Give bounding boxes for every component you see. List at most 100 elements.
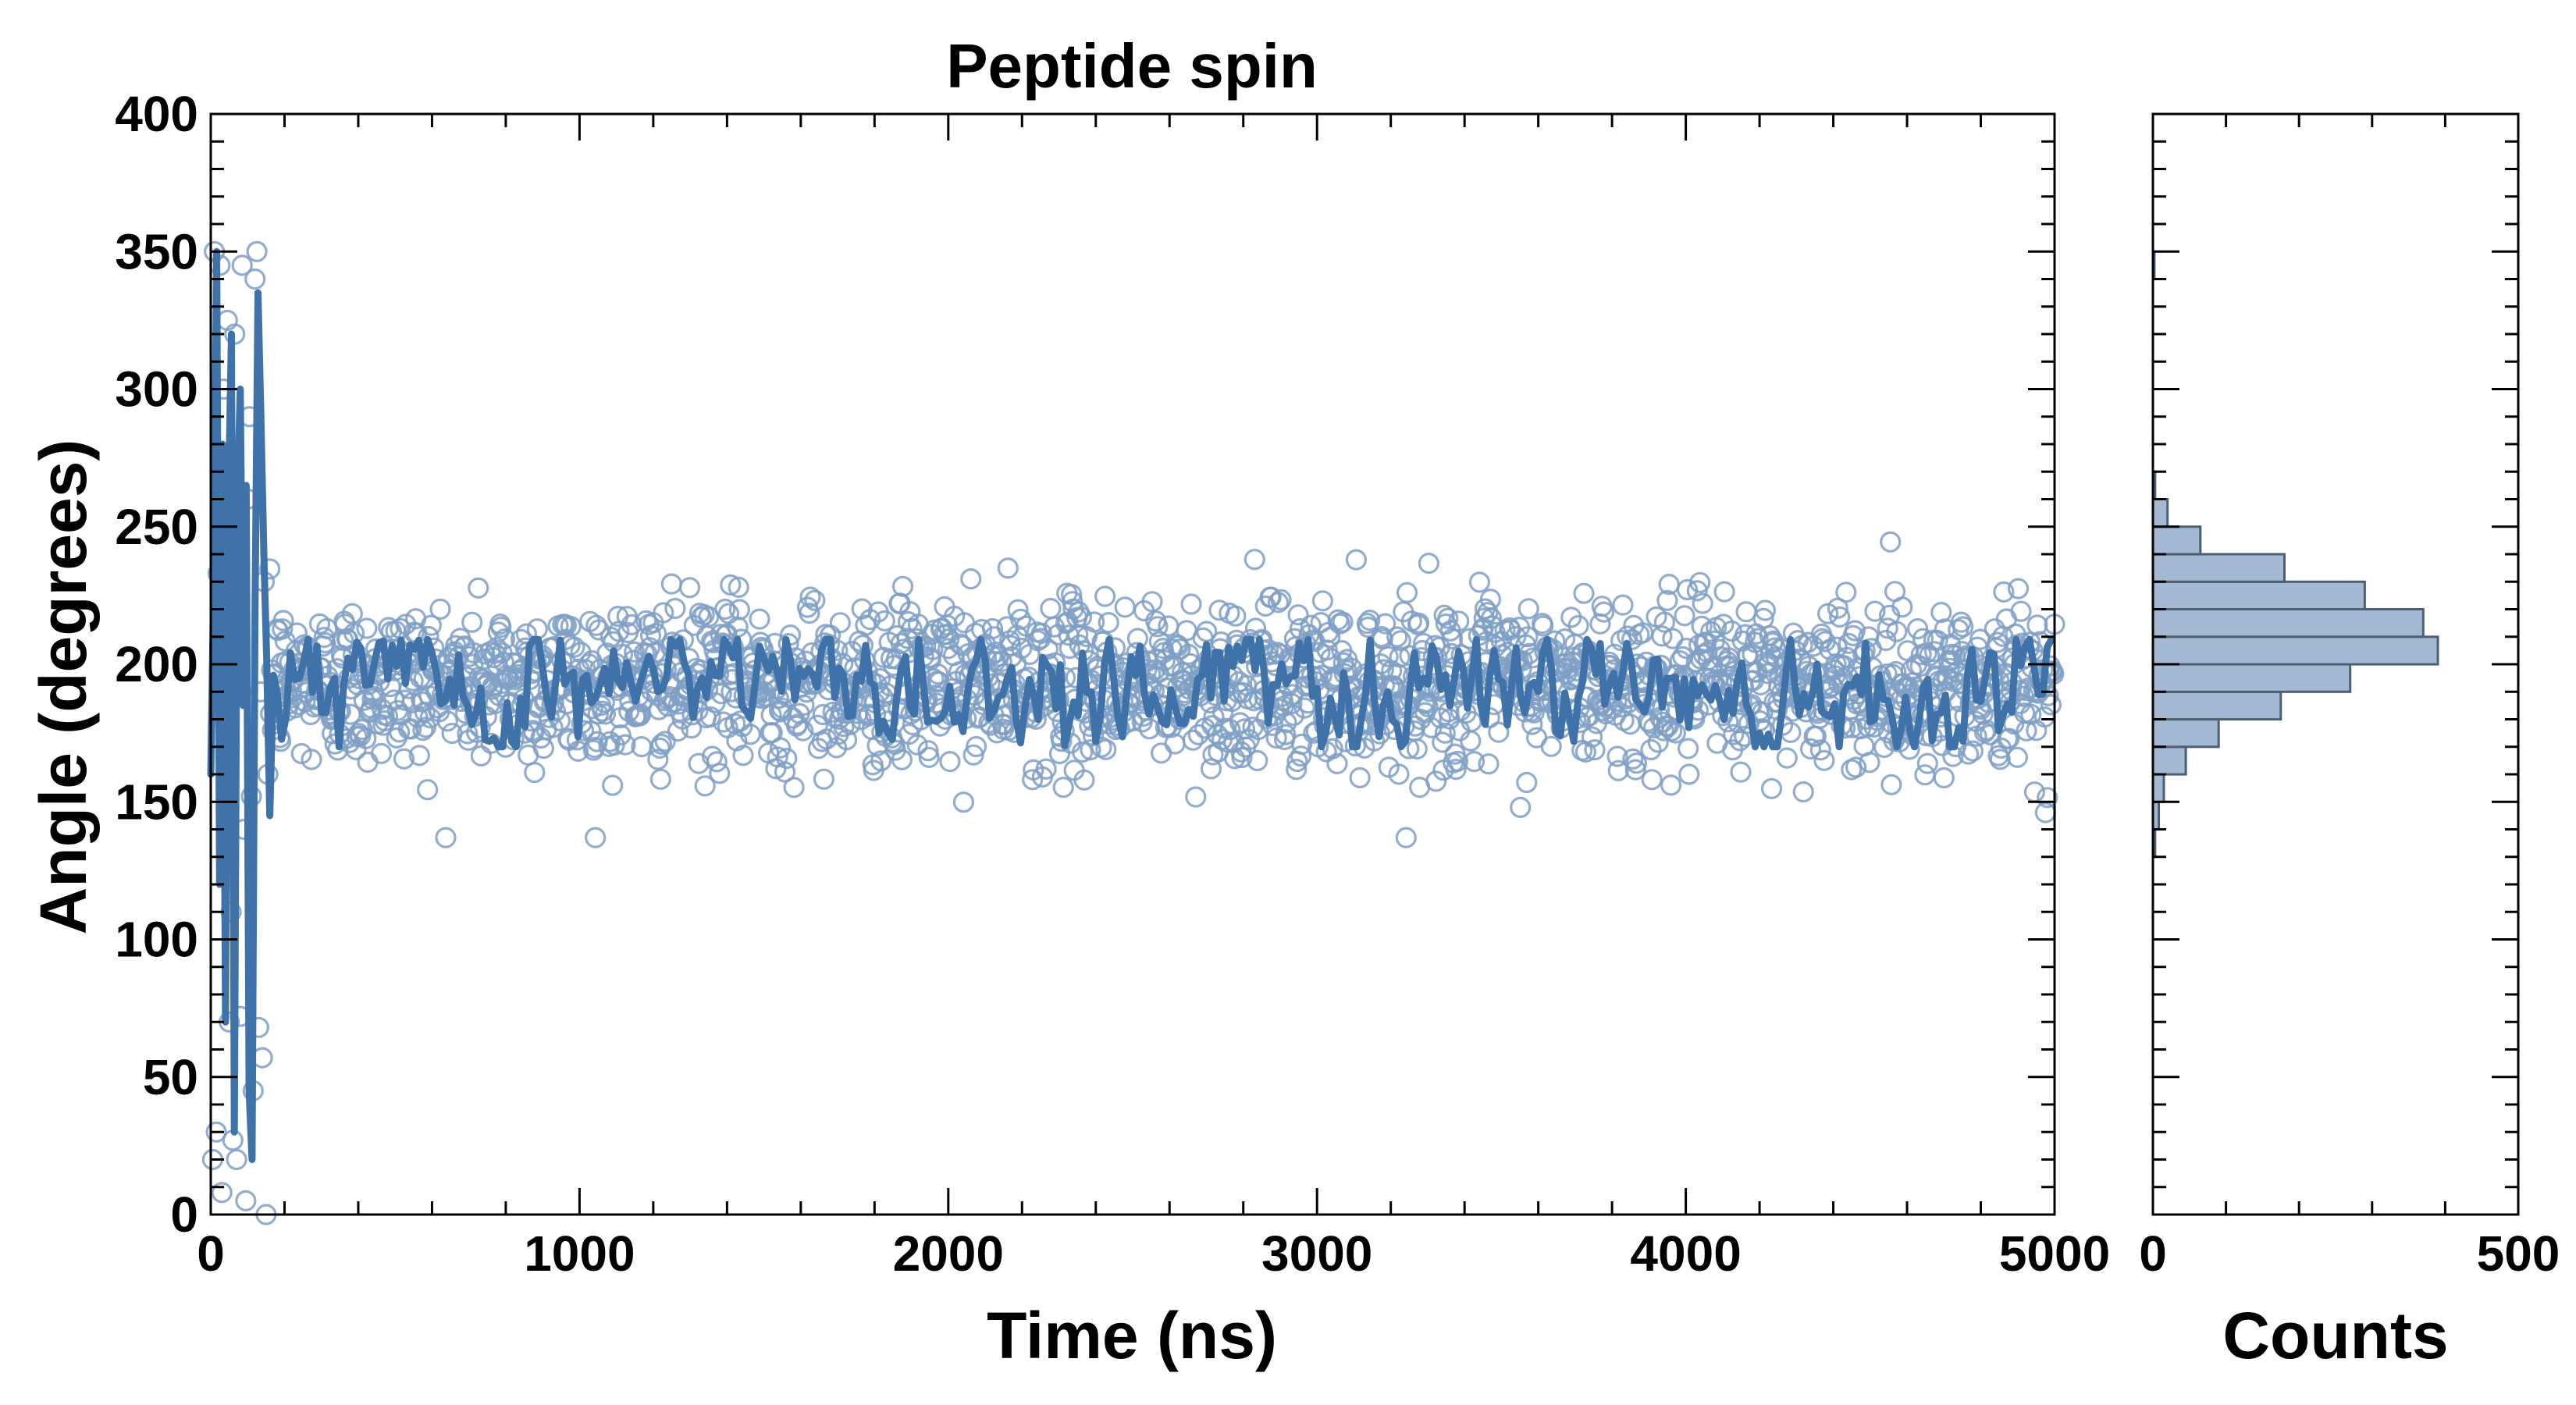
scatter-point xyxy=(1247,749,1268,772)
scatter-point xyxy=(1754,599,1776,621)
scatter-point xyxy=(1158,615,1179,637)
scatter-point xyxy=(259,558,281,580)
scatter-point xyxy=(435,827,457,848)
scatter-point xyxy=(1933,767,1955,789)
scatter-point xyxy=(621,614,642,636)
scatter-point xyxy=(1664,722,1686,744)
scatter-point xyxy=(1877,617,1898,639)
scatter-point xyxy=(891,575,914,597)
scatter-point xyxy=(1885,660,1907,683)
scatter-point xyxy=(1094,585,1116,607)
scatter-point xyxy=(1480,607,1503,629)
scatter-point xyxy=(690,606,713,628)
scatter-point xyxy=(965,735,987,758)
scatter-point xyxy=(1389,630,1411,652)
scatter-point xyxy=(1610,629,1632,652)
y-tick-label: 200 xyxy=(115,636,198,692)
scatter-point xyxy=(1532,615,1554,637)
scatter-point xyxy=(1817,603,1839,624)
scatter-point xyxy=(1022,769,1044,791)
scatter-point xyxy=(1880,774,1902,795)
scatter-point xyxy=(1581,726,1603,748)
scatter-point xyxy=(835,729,858,751)
scatter-point xyxy=(873,610,895,632)
scatter-point xyxy=(2026,614,2048,636)
scatter-point xyxy=(650,733,673,756)
scatter-point xyxy=(647,749,669,770)
scatter-point xyxy=(1446,750,1469,772)
scatter-point xyxy=(1386,626,1408,648)
scatter-point xyxy=(1624,759,1646,781)
scatter-point xyxy=(1674,605,1695,627)
scatter-point xyxy=(599,731,621,752)
scatter-point xyxy=(1286,759,1308,781)
scatter-point xyxy=(667,720,689,742)
scatter-point xyxy=(1880,531,1902,553)
scatter-point xyxy=(1406,738,1428,760)
scatter-point xyxy=(1265,727,1287,749)
scatter-point xyxy=(1281,692,1303,715)
scatter-point xyxy=(1035,758,1057,780)
scatter-point xyxy=(1916,642,1937,664)
scatter-point xyxy=(1962,740,1984,762)
histogram-bar xyxy=(2151,608,2425,638)
scatter-point xyxy=(1622,748,1644,770)
scatter-point xyxy=(739,724,761,745)
scatter-point xyxy=(493,628,516,650)
scatter-point xyxy=(706,751,728,773)
scatter-point xyxy=(1553,628,1576,650)
scatter-point xyxy=(694,775,716,797)
scatter-point xyxy=(1619,713,1641,735)
scatter-point xyxy=(1891,596,1913,618)
scatter-point xyxy=(749,608,770,630)
scatter-point xyxy=(1845,756,1867,778)
scatter-point xyxy=(1185,786,1207,808)
scatter-point xyxy=(1290,745,1312,767)
scatter-point xyxy=(235,1190,257,1212)
scatter-point xyxy=(1468,571,1491,593)
scatter-point xyxy=(1448,610,1470,632)
scatter-point xyxy=(960,567,982,590)
scatter-point xyxy=(2007,578,2030,599)
x-tick-label: 1000 xyxy=(524,1225,635,1282)
scatter-point xyxy=(654,731,676,752)
scatter-point xyxy=(1998,727,2020,749)
scatter-point xyxy=(1387,663,1409,685)
scatter-point xyxy=(1407,612,1430,634)
scatter-point xyxy=(1859,752,1880,774)
scatter-point xyxy=(1657,715,1679,738)
scatter-point xyxy=(717,603,740,624)
scatter-point xyxy=(1425,770,1447,792)
histogram-x-tick-label: 500 xyxy=(2477,1225,2560,1282)
scatter-point xyxy=(1625,752,1647,774)
y-tick-label: 50 xyxy=(143,1049,198,1105)
histogram-axes: 0 500 xyxy=(2139,112,2560,1282)
scatter-point xyxy=(356,617,378,639)
scatter-point xyxy=(400,718,422,740)
scatter-point xyxy=(653,602,674,624)
scatter-point xyxy=(1993,581,2015,603)
scatter-point xyxy=(728,576,749,599)
scatter-point xyxy=(1418,552,1440,574)
scatter-point xyxy=(799,586,821,608)
scatter-point xyxy=(1478,753,1500,775)
scatter-point xyxy=(1692,592,1713,614)
scatter-point xyxy=(1593,601,1615,623)
scatter-point xyxy=(1653,720,1674,742)
histogram-bars-layer xyxy=(2151,250,2439,859)
scatter-point xyxy=(927,663,949,685)
scatter-point xyxy=(939,750,961,773)
scatter-point xyxy=(991,650,1012,673)
scatter-point xyxy=(776,747,798,770)
scatter-point xyxy=(417,779,439,801)
y-axis-label: Angle (degrees) xyxy=(27,439,100,935)
scatter-point xyxy=(1713,581,1735,603)
scatter-point xyxy=(1567,614,1589,637)
scatter-point xyxy=(588,619,610,641)
scatter-point xyxy=(1349,767,1371,789)
scatter-point xyxy=(393,748,415,770)
scatter-point xyxy=(813,768,835,790)
scatter-point xyxy=(1060,583,1083,606)
histogram-x-tick-label: 0 xyxy=(2139,1225,2167,1282)
